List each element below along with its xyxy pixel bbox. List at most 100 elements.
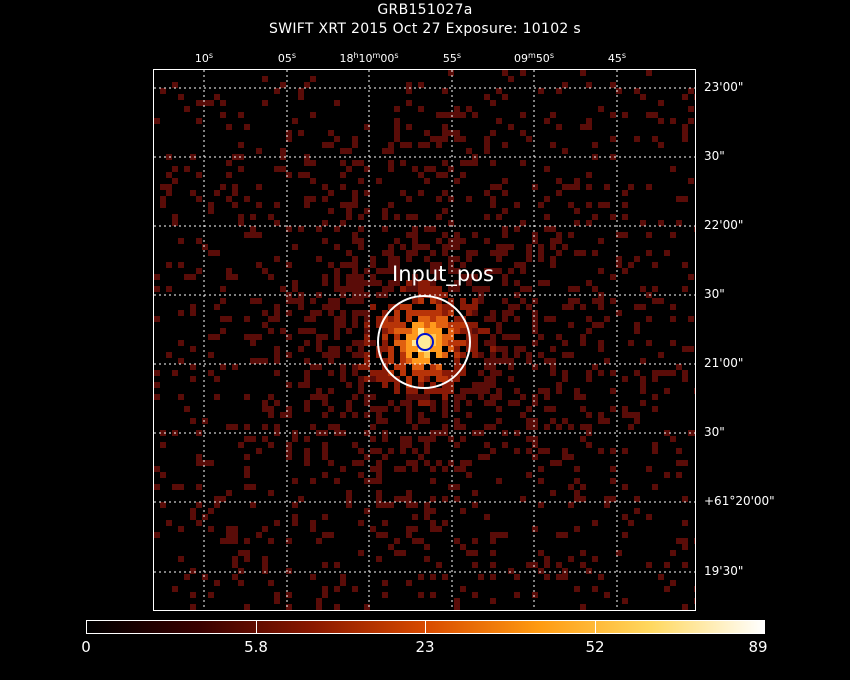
count-pixel [682, 370, 688, 376]
count-pixel [328, 130, 334, 136]
count-pixel [466, 550, 472, 556]
count-pixel [352, 256, 358, 262]
count-pixel [172, 220, 178, 226]
count-pixel [352, 136, 358, 142]
count-pixel [406, 310, 412, 316]
count-pixel [610, 478, 616, 484]
count-pixel [436, 298, 442, 304]
count-pixel [286, 136, 292, 142]
count-pixel [502, 244, 508, 250]
count-pixel [478, 370, 484, 376]
count-pixel [334, 298, 340, 304]
count-pixel [430, 316, 436, 322]
count-pixel [406, 142, 412, 148]
count-pixel [364, 358, 370, 364]
count-pixel [460, 370, 466, 376]
count-pixel [598, 106, 604, 112]
count-pixel [550, 244, 556, 250]
count-pixel [406, 214, 412, 220]
count-pixel [634, 328, 640, 334]
count-pixel [340, 466, 346, 472]
count-pixel [406, 256, 412, 262]
count-pixel [622, 532, 628, 538]
count-pixel [220, 184, 226, 190]
count-pixel [292, 502, 298, 508]
count-pixel [292, 118, 298, 124]
count-pixel [424, 316, 430, 322]
count-pixel [184, 406, 190, 412]
count-pixel [364, 208, 370, 214]
count-pixel [394, 304, 400, 310]
count-pixel [172, 82, 178, 88]
count-pixel [274, 202, 280, 208]
count-pixel [334, 430, 340, 436]
count-pixel [598, 574, 604, 580]
count-pixel [454, 136, 460, 142]
count-pixel [352, 586, 358, 592]
count-pixel [538, 256, 544, 262]
count-pixel [352, 298, 358, 304]
count-pixel [364, 334, 370, 340]
count-pixel [310, 328, 316, 334]
count-pixel [490, 316, 496, 322]
count-pixel [232, 424, 238, 430]
count-pixel [550, 316, 556, 322]
count-pixel [370, 406, 376, 412]
count-pixel [592, 322, 598, 328]
count-pixel [454, 340, 460, 346]
count-pixel [520, 112, 526, 118]
count-pixel [424, 280, 430, 286]
count-pixel [664, 472, 670, 478]
count-pixel [346, 298, 352, 304]
count-pixel [622, 268, 628, 274]
count-pixel [406, 406, 412, 412]
count-pixel [406, 346, 412, 352]
count-pixel [322, 334, 328, 340]
count-pixel [346, 496, 352, 502]
count-pixel [460, 262, 466, 268]
count-pixel [640, 358, 646, 364]
count-pixel [592, 556, 598, 562]
count-pixel [172, 214, 178, 220]
count-pixel [280, 412, 286, 418]
count-pixel [262, 568, 268, 574]
count-pixel [418, 418, 424, 424]
count-pixel [622, 412, 628, 418]
count-pixel [490, 400, 496, 406]
count-pixel [472, 550, 478, 556]
count-pixel [586, 568, 592, 574]
count-pixel [514, 352, 520, 358]
count-pixel [562, 244, 568, 250]
count-pixel [562, 418, 568, 424]
count-pixel [280, 82, 286, 88]
xray-image-frame [153, 69, 696, 611]
count-pixel [376, 322, 382, 328]
count-pixel [634, 418, 640, 424]
count-pixel [490, 424, 496, 430]
count-pixel [310, 478, 316, 484]
count-pixel [568, 304, 574, 310]
count-pixel [418, 244, 424, 250]
count-pixel [238, 550, 244, 556]
count-pixel [190, 508, 196, 514]
count-pixel [544, 556, 550, 562]
count-pixel [442, 316, 448, 322]
count-pixel [460, 238, 466, 244]
count-pixel [568, 556, 574, 562]
count-pixel [580, 250, 586, 256]
count-pixel [160, 472, 166, 478]
count-pixel [604, 502, 610, 508]
count-pixel [442, 466, 448, 472]
count-pixel [226, 172, 232, 178]
count-pixel [382, 376, 388, 382]
count-pixel [448, 244, 454, 250]
count-pixel [454, 394, 460, 400]
count-pixel [196, 196, 202, 202]
count-pixel [388, 352, 394, 358]
count-pixel [298, 298, 304, 304]
colorbar-tick [595, 620, 596, 634]
count-pixel [478, 394, 484, 400]
count-pixel [322, 412, 328, 418]
count-pixel [334, 424, 340, 430]
count-pixel [244, 604, 250, 610]
